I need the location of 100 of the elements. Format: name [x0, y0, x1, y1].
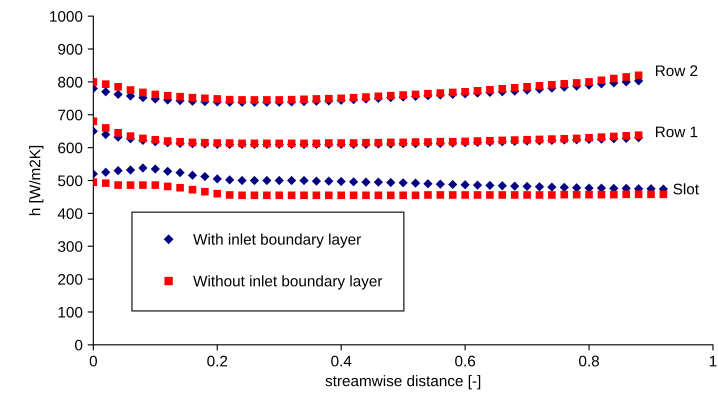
point	[188, 170, 198, 180]
point	[152, 136, 160, 144]
y-tick-label: 1000	[50, 11, 82, 22]
point	[274, 176, 284, 186]
point	[548, 81, 556, 89]
point	[324, 176, 334, 186]
point	[522, 182, 532, 192]
point	[362, 93, 370, 101]
y-tick-label: 500	[58, 175, 82, 186]
point	[660, 190, 668, 198]
point	[572, 79, 580, 87]
x-axis-title: streamwise distance [-]	[325, 375, 480, 390]
point	[250, 191, 258, 200]
point	[201, 188, 209, 196]
point	[275, 96, 284, 104]
y-tick-label: 0	[75, 340, 82, 351]
point	[374, 191, 382, 200]
point	[138, 163, 148, 173]
point	[250, 96, 258, 104]
y-tick-label: 200	[58, 274, 82, 285]
point	[510, 84, 518, 92]
point	[386, 92, 395, 100]
point	[610, 190, 618, 198]
legend-label: With inlet boundary layer	[193, 234, 361, 248]
y-tick-label: 100	[58, 306, 82, 318]
point	[188, 186, 196, 194]
point	[299, 176, 309, 186]
point	[102, 80, 110, 88]
point	[498, 191, 506, 199]
point	[213, 190, 222, 198]
y-tick-label: 300	[58, 241, 82, 252]
annotation: Row 1	[656, 126, 698, 138]
point	[337, 94, 345, 102]
point	[226, 96, 234, 104]
point	[126, 165, 136, 175]
point	[560, 182, 569, 192]
point	[412, 191, 420, 200]
point	[598, 76, 606, 84]
point	[350, 191, 358, 200]
point	[474, 191, 482, 199]
point	[423, 179, 433, 188]
point	[201, 94, 209, 102]
point	[510, 181, 520, 191]
point	[139, 134, 147, 142]
point	[175, 168, 185, 178]
point	[150, 164, 160, 174]
point	[325, 191, 333, 200]
point	[139, 181, 147, 189]
point	[374, 92, 382, 100]
point	[485, 180, 495, 190]
point	[114, 90, 123, 99]
point	[598, 133, 606, 141]
point	[213, 95, 222, 103]
point	[114, 83, 122, 91]
point	[610, 132, 618, 140]
point	[176, 92, 184, 100]
point	[461, 88, 469, 96]
point	[486, 86, 494, 94]
point	[163, 166, 172, 176]
point	[263, 96, 271, 104]
point	[126, 86, 134, 94]
point	[448, 180, 458, 190]
point	[534, 182, 544, 192]
x-tick-label: 0.4	[331, 356, 352, 366]
point	[399, 91, 407, 99]
point	[212, 174, 222, 184]
point	[114, 181, 122, 189]
point	[101, 168, 110, 177]
point	[262, 176, 272, 186]
point	[350, 94, 358, 102]
point	[436, 180, 445, 189]
point	[647, 190, 655, 198]
point	[386, 138, 395, 146]
point	[164, 182, 172, 190]
point	[585, 78, 593, 86]
point	[288, 96, 296, 104]
point	[523, 191, 531, 199]
point	[536, 191, 544, 199]
point	[114, 166, 123, 176]
point	[164, 92, 172, 100]
y-tick-label: 700	[58, 110, 82, 120]
point	[598, 190, 606, 198]
x-tick-label: 0.2	[207, 356, 228, 366]
point	[436, 191, 444, 199]
point	[374, 178, 383, 187]
point	[472, 180, 482, 190]
point	[287, 176, 296, 186]
point	[412, 90, 420, 98]
point	[336, 176, 346, 186]
point	[362, 191, 370, 200]
point	[102, 179, 110, 187]
point	[102, 124, 110, 132]
y-tick-label: 400	[58, 208, 82, 220]
point	[126, 132, 134, 140]
point	[585, 134, 593, 142]
point	[300, 191, 308, 200]
point	[486, 191, 494, 199]
point	[176, 184, 184, 192]
x-tick-label: 0	[90, 356, 97, 366]
point	[348, 177, 358, 186]
